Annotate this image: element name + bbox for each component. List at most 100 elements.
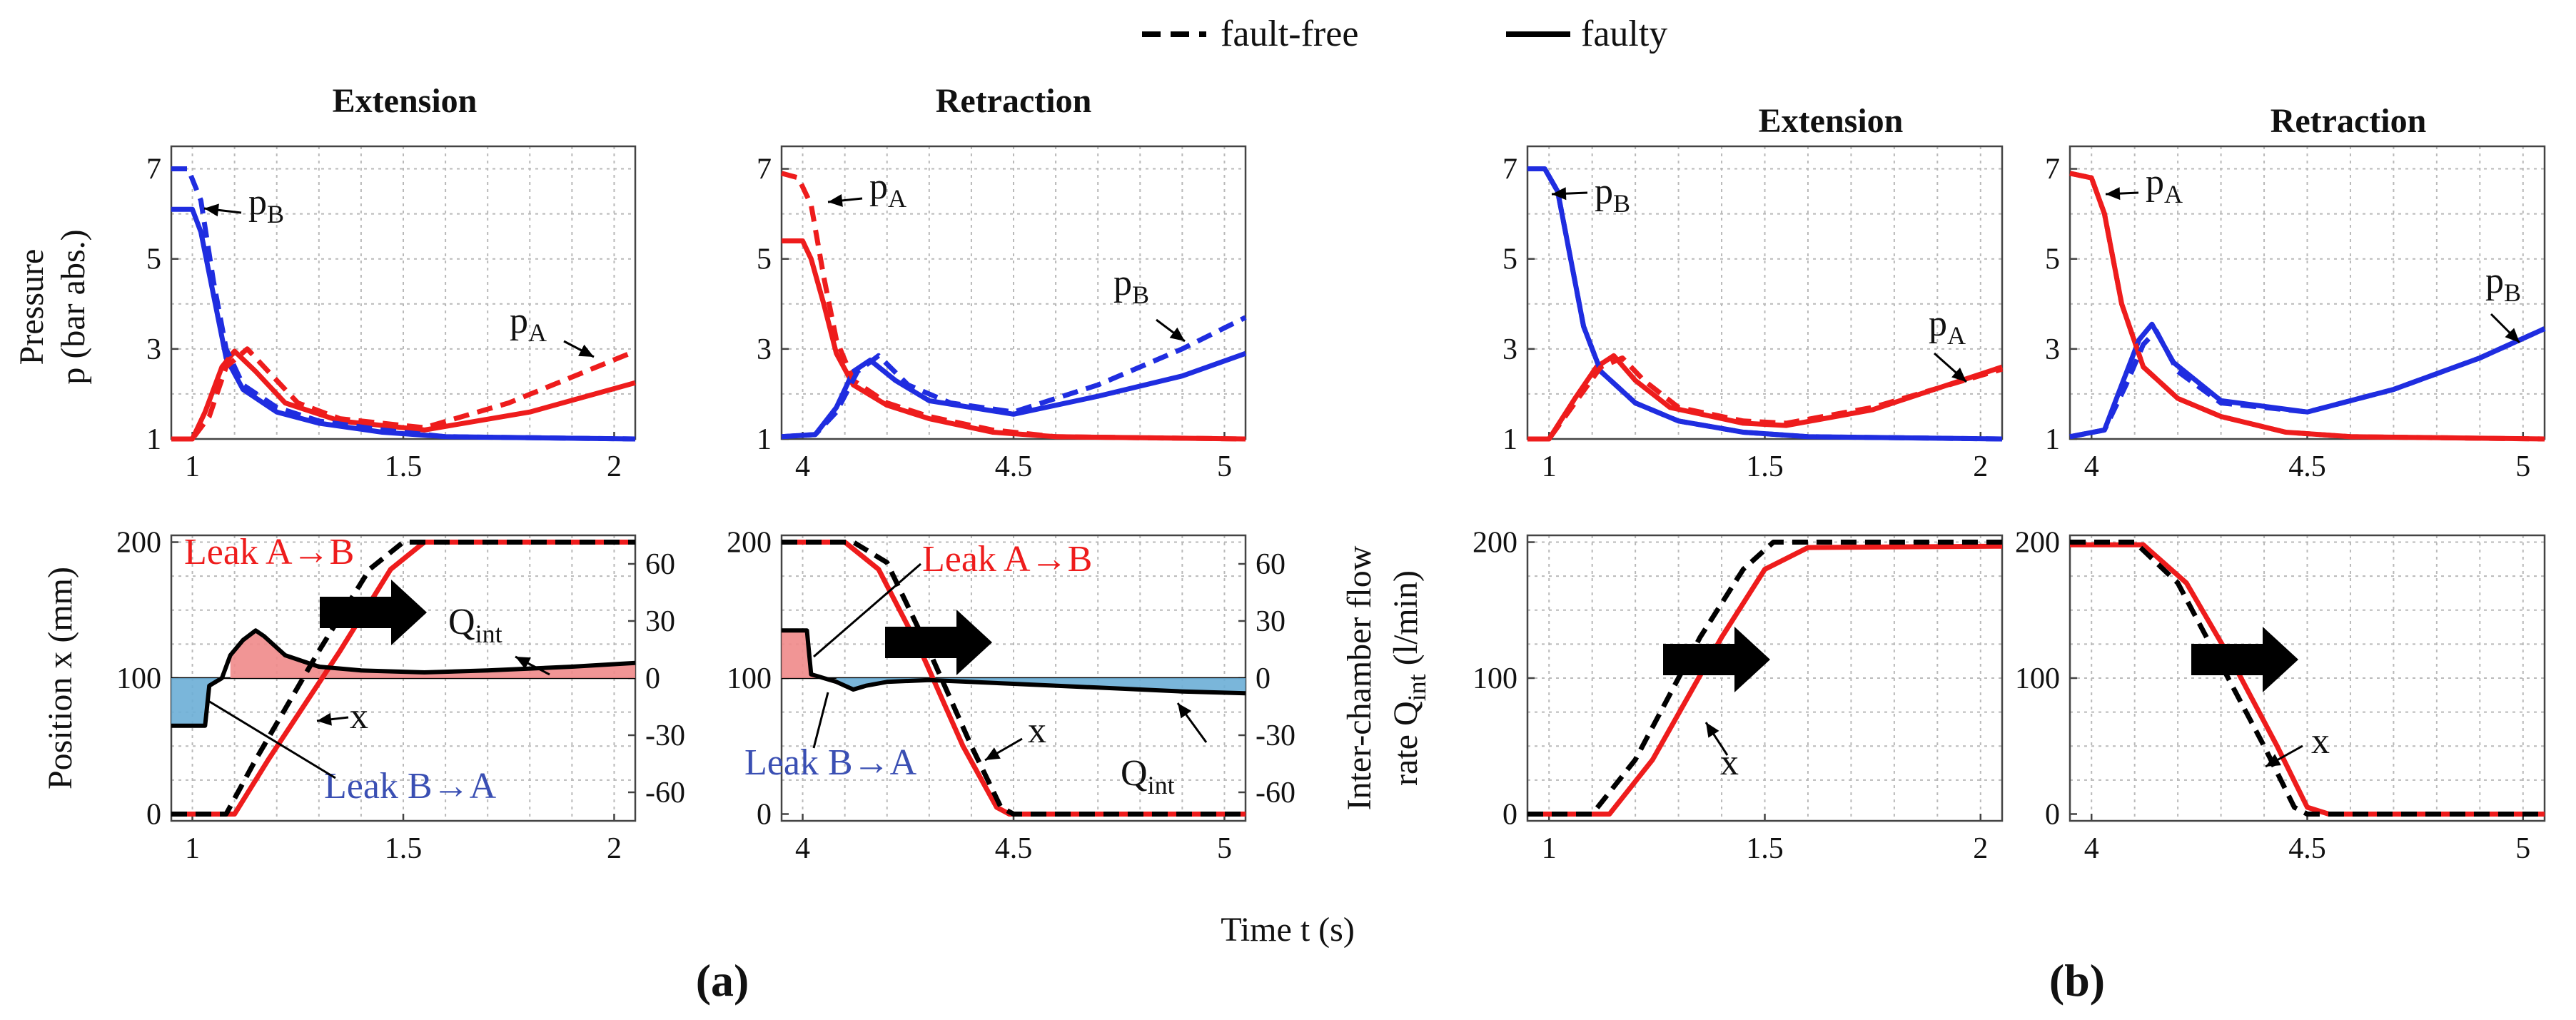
direction-arrow-a-ext xyxy=(320,580,427,645)
y-tick-label: 0 xyxy=(2045,798,2060,831)
y-tick-label: 1 xyxy=(2045,423,2060,456)
y-tick-label: 200 xyxy=(727,527,772,560)
y2-tick-label: 0 xyxy=(645,662,660,695)
x-tick-label: 4.5 xyxy=(995,450,1033,483)
x-tick-label: 1 xyxy=(185,450,200,483)
label-leak-ba-a-ret: Leak B→A xyxy=(744,742,917,783)
y-tick-label: 100 xyxy=(1473,662,1517,695)
arrow-pb-b-ret-head xyxy=(2505,328,2520,343)
y-tick-label: 200 xyxy=(116,527,161,560)
x-tick-label: 1.5 xyxy=(385,832,423,865)
y-tick-label: 1 xyxy=(146,423,161,456)
y-tick-label: 5 xyxy=(757,243,772,276)
x-tick-label: 5 xyxy=(1217,450,1232,483)
x-tick-label: 4 xyxy=(795,450,810,483)
title-a-ret: Retraction xyxy=(936,82,1092,120)
y-tick-label: 7 xyxy=(2045,153,2060,186)
arrow-pa-b-ret-head xyxy=(2106,187,2121,201)
direction-arrow-b-ext xyxy=(1663,627,1770,692)
y-tick-label: 7 xyxy=(1502,153,1517,186)
direction-arrow-b-ret xyxy=(2191,627,2298,692)
y-tick-label: 0 xyxy=(146,798,161,831)
label-pb-a-ret: pB xyxy=(1113,263,1149,309)
x-tick-label: 1 xyxy=(1542,450,1557,483)
label-leak-ba-a-ext: Leak B→A xyxy=(324,766,497,807)
y2-tick-label: 0 xyxy=(1256,662,1271,695)
series-pb-fault-free xyxy=(171,166,636,442)
series-x-fault-free xyxy=(1527,540,2002,817)
y2-tick-label: -30 xyxy=(1256,719,1295,752)
series-pa-fault-free xyxy=(171,346,637,442)
label-pa-a-ext: pA xyxy=(510,301,547,347)
arrow-pa-a-ret-head xyxy=(828,193,843,207)
series-x-faulty xyxy=(1527,543,2003,817)
leak-ba-area xyxy=(171,678,222,726)
y-tick-label: 5 xyxy=(2045,243,2060,276)
series-pb-fault-free xyxy=(1527,166,2003,442)
x-tick-label: 4 xyxy=(2084,450,2099,483)
y-tick-label: 200 xyxy=(2015,527,2060,560)
chart-a-ext-position: 1 1.5 2 0 100 200 -60 -30 0 30 60 xyxy=(116,527,685,865)
y-tick-label: 7 xyxy=(757,153,772,186)
leader-leak-ab-a-ret xyxy=(813,562,921,658)
annotations: pB pA pA pB pB pA pA pB Leak A→B Leak B→A Qint x Lea… xyxy=(184,162,2521,807)
y-tick-label: 3 xyxy=(146,333,161,366)
direction-arrow-a-ret xyxy=(885,610,992,675)
x-tick-label: 2 xyxy=(607,450,622,483)
y2-tick-label: 30 xyxy=(1256,605,1286,638)
y2-tick-label: 60 xyxy=(645,548,675,581)
ylabel-pressure-2: p (bar abs.) xyxy=(54,229,92,384)
plots: 1 1.5 2 1 3 5 7 4 4.5 5 1 3 5 7 1 1.5 2 1 3 5 7 4 4.5 5 1 3 5 7 1 1.5… xyxy=(116,145,2546,865)
x-tick-label: 1 xyxy=(185,832,200,865)
arrow-x-b-ext-head xyxy=(1706,722,1719,738)
ylabel-position: Position x (mm) xyxy=(41,567,79,789)
legend-solid-label: faulty xyxy=(1581,14,1667,54)
arrow-pb-b-ext-head xyxy=(1552,187,1567,201)
title-b-ret: Retraction xyxy=(2271,102,2427,140)
series-x-fault-free xyxy=(171,540,635,817)
chart-b-ext-position: 1 1.5 2 0 100 200 xyxy=(1473,527,2004,865)
series-qint-faulty xyxy=(171,628,636,728)
leak-ab-area xyxy=(230,630,635,678)
y-tick-label: 100 xyxy=(2015,662,2060,695)
x-tick-label: 4 xyxy=(795,832,810,865)
x-tick-label: 1.5 xyxy=(1746,832,1784,865)
y-tick-label: 3 xyxy=(2045,333,2060,366)
x-tick-label: 4 xyxy=(2084,832,2099,865)
chart-a-ext-pressure: 1 1.5 2 1 3 5 7 xyxy=(146,145,637,483)
x-tick-label: 1 xyxy=(1542,832,1557,865)
label-x-b-ret: x xyxy=(2311,721,2330,762)
y-tick-label: 0 xyxy=(1502,798,1517,831)
y-tick-label: 7 xyxy=(146,153,161,186)
panel-label-b: (b) xyxy=(2049,955,2105,1006)
x-tick-label: 4.5 xyxy=(995,832,1033,865)
label-leak-ab-a-ret: Leak A→B xyxy=(922,539,1092,580)
y2-tick-label: -60 xyxy=(645,777,685,809)
arrow-qint-a-ext-head xyxy=(515,657,531,670)
chart-b-ext-pressure: 1 1.5 2 1 3 5 7 xyxy=(1502,145,2004,483)
y-tick-label: 100 xyxy=(116,662,161,695)
x-tick-label: 2 xyxy=(607,832,622,865)
y-tick-label: 5 xyxy=(146,243,161,276)
series-x-fault-free xyxy=(2070,540,2545,817)
y-tick-label: 100 xyxy=(727,662,772,695)
label-pb-b-ret: pB xyxy=(2485,261,2521,307)
arrow-x-a-ret-head xyxy=(985,747,1001,760)
label-x-a-ret: x xyxy=(1028,710,1046,751)
y-tick-label: 1 xyxy=(757,423,772,456)
y2-tick-label: -30 xyxy=(645,719,685,752)
leader-leak-ba-a-ext xyxy=(208,700,336,779)
xlabel-time: Time t (s) xyxy=(1221,911,1355,949)
x-tick-label: 2 xyxy=(1973,450,1988,483)
ylabel-pressure-1: Pressure xyxy=(13,249,51,365)
leak-ab-area xyxy=(782,630,824,678)
chart-b-ret-position: 4 4.5 5 0 100 200 xyxy=(2015,527,2546,865)
series-pb-fault-free xyxy=(781,315,1247,440)
chart-b-ret-pressure: 4 4.5 5 1 3 5 7 xyxy=(2045,145,2546,483)
y-tick-label: 3 xyxy=(757,333,772,366)
label-x-a-ext: x xyxy=(350,696,368,737)
label-qint-a-ext: Qint xyxy=(448,602,502,648)
y-tick-label: 3 xyxy=(1502,333,1517,366)
chart-a-ret-pressure: 4 4.5 5 1 3 5 7 xyxy=(757,145,1247,483)
